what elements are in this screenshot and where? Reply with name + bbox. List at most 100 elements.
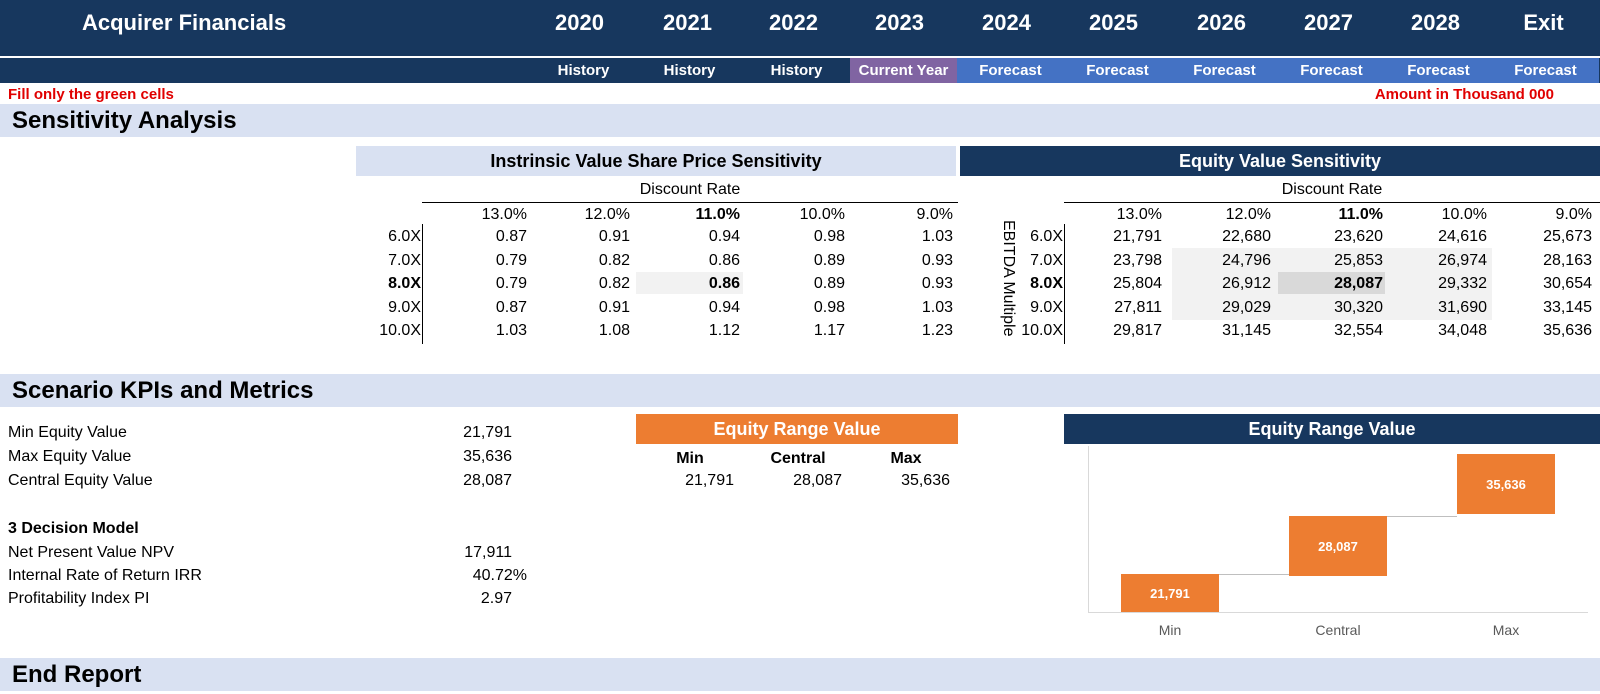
kpi-min-value: 21,791 (463, 424, 512, 441)
equity-cell: 31,690 (1438, 298, 1487, 316)
equity-cell: 29,817 (1113, 322, 1162, 339)
chart-bar-central: 28,087 (1289, 516, 1387, 576)
share_price-row-label-3: 9.0X (388, 298, 421, 316)
chart-category-label: Central (1315, 622, 1361, 638)
equity-col-header-4: 9.0% (1555, 206, 1592, 223)
kpi-min-label: Min Equity Value (8, 424, 127, 441)
equity-cell: 28,087 (1334, 275, 1383, 292)
equity-range-chart: 21,791 Min 28,087 Central 35,636 Max (1064, 446, 1600, 646)
chart-bar-label: 28,087 (1318, 538, 1358, 554)
share_price-cell: 0.93 (921, 251, 953, 269)
npv-value: 17,911 (464, 544, 512, 561)
share_price-cell: 0.94 (708, 228, 740, 245)
share_price-cell: 0.86 (708, 251, 740, 269)
equity-cell: 25,673 (1543, 228, 1592, 245)
phase-label-5: Forecast (1064, 58, 1171, 83)
equity-cell: 26,912 (1222, 275, 1271, 292)
equity-cell: 30,654 (1543, 275, 1592, 292)
share_price-col-header-0: 13.0% (481, 206, 527, 223)
share_price-cell: 1.08 (598, 322, 630, 339)
kpi-max-label: Max Equity Value (8, 448, 132, 465)
share_price-cell: 0.87 (495, 228, 527, 245)
equity-cell: 30,320 (1334, 298, 1383, 316)
share_price-cell: 1.23 (921, 322, 953, 339)
share_price-cell: 1.17 (813, 322, 845, 339)
equity-cell: 32,554 (1334, 322, 1383, 339)
year-header-3: 2023 (875, 10, 924, 35)
chart-bar-label: 35,636 (1486, 476, 1526, 492)
section-end: End Report (0, 658, 1600, 691)
equity-cell: 21,791 (1113, 228, 1162, 245)
share_price-cell: 0.91 (598, 298, 630, 316)
year-header-5: 2025 (1089, 10, 1138, 35)
phase-label-7: Forecast (1278, 58, 1385, 83)
equity-cell: 35,636 (1543, 322, 1592, 339)
share_price-cell: 0.82 (598, 275, 630, 292)
equity-cell: 27,811 (1114, 298, 1162, 316)
year-header-0: 2020 (555, 10, 604, 35)
share_price-cell: 0.87 (495, 298, 527, 316)
share_price-cell: 0.93 (921, 275, 953, 292)
phase-label-6: Forecast (1171, 58, 1278, 83)
share_price-cell: 1.03 (921, 228, 953, 245)
kpi-central-label: Central Equity Value (8, 472, 153, 489)
equity-cell: 33,145 (1543, 298, 1592, 316)
range-hdr-central: Central (770, 450, 826, 467)
share_price-cell: 0.98 (813, 228, 845, 245)
share_price-cell: 0.79 (495, 275, 527, 292)
decision-title: 3 Decision Model (8, 520, 139, 537)
equity-cell: 28,163 (1543, 251, 1592, 269)
amount-unit-note: Amount in Thousand 000 (1374, 86, 1554, 103)
share_price-cell: 1.03 (495, 322, 527, 339)
equity-row-label-3: 9.0X (1030, 298, 1063, 316)
equity-cell: 34,048 (1438, 322, 1487, 339)
share_price-cell: 0.89 (813, 275, 845, 292)
phase-bar: History History History Current Year Forecas… (0, 58, 1600, 83)
page-title: Acquirer Financials (82, 10, 287, 35)
pi-value: 2.97 (480, 590, 512, 607)
chart-connector (1387, 516, 1457, 517)
share_price-cell: 0.86 (708, 275, 740, 292)
equity-row-label-1: 7.0X (1030, 251, 1063, 269)
equity-cell: 25,853 (1334, 251, 1383, 269)
year-header-7: 2027 (1304, 10, 1353, 35)
equity-cell: 24,616 (1438, 228, 1487, 245)
share-price-col-axis: Discount Rate (639, 181, 741, 198)
range-table-title: Equity Range Value (636, 414, 958, 444)
range-val-min: 21,791 (685, 472, 734, 489)
chart-category-label: Max (1492, 622, 1520, 638)
header-bar: Acquirer Financials 2020 2021 2022 2023 2024… (0, 0, 1600, 56)
equity-col-axis: Discount Rate (1281, 181, 1383, 198)
share_price-row-label-4: 10.0X (379, 322, 421, 339)
range-val-max: 35,636 (901, 472, 950, 489)
share_price-cell: 0.98 (813, 298, 845, 316)
range-hdr-max: Max (890, 450, 922, 467)
share_price-col-header-3: 10.0% (799, 206, 845, 223)
section-sensitivity: Sensitivity Analysis (0, 104, 1600, 137)
share-price-title: Instrinsic Value Share Price Sensitivity (356, 146, 956, 176)
share_price-cell: 1.12 (708, 322, 740, 339)
chart-bar-max: 35,636 (1457, 454, 1555, 514)
equity-cell: 29,029 (1222, 298, 1271, 316)
phase-label-3: Current Year (850, 58, 957, 83)
equity-cell: 23,798 (1113, 251, 1162, 269)
share_price-cell: 0.79 (495, 251, 527, 269)
equity-row-label-2: 8.0X (1030, 275, 1063, 292)
phase-label-4: Forecast (957, 58, 1064, 83)
range-val-central: 28,087 (793, 472, 842, 489)
share_price-cell: 0.91 (598, 228, 630, 245)
phase-label-9: Forecast (1492, 58, 1599, 83)
equity-col-header-0: 13.0% (1116, 206, 1162, 223)
year-header-8: 2028 (1411, 10, 1460, 35)
irr-value: 40.72% (472, 567, 527, 584)
equity-row-axis: EBITDA Multiple (1000, 220, 1017, 337)
equity-col-header-1: 12.0% (1225, 206, 1271, 223)
phase-label-1: History (636, 58, 743, 83)
kpi-central-value: 28,087 (463, 472, 512, 489)
fill-instruction: Fill only the green cells (8, 86, 174, 103)
section-scenario: Scenario KPIs and Metrics (0, 374, 1600, 407)
year-header-6: 2026 (1197, 10, 1246, 35)
share_price-row-label-2: 8.0X (388, 275, 421, 292)
kpi-max-value: 35,636 (463, 448, 512, 465)
share_price-cell: 0.89 (813, 251, 845, 269)
